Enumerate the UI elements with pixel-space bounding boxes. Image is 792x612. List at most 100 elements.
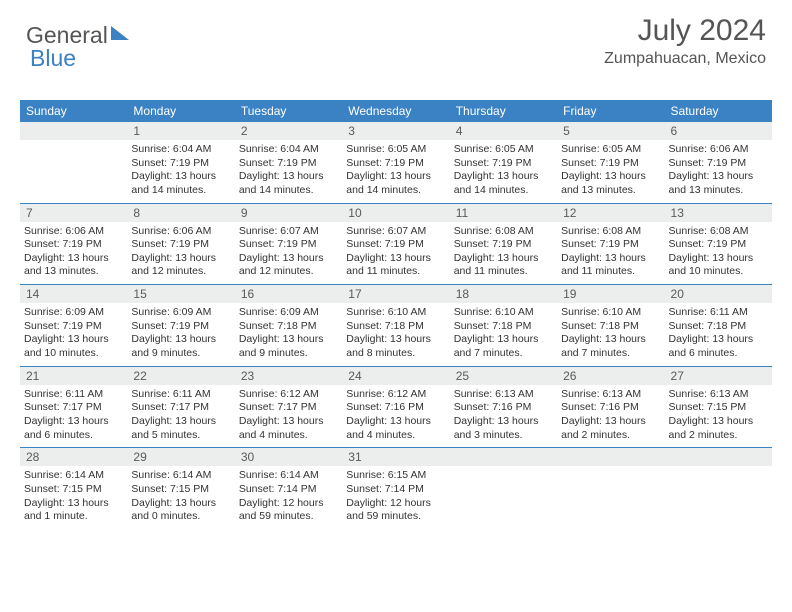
weekday-header: Tuesday [235, 100, 342, 122]
day-body: Sunrise: 6:04 AMSunset: 7:19 PMDaylight:… [235, 140, 342, 203]
daylight-line: Daylight: 13 hours and 4 minutes. [346, 415, 445, 442]
day-number: 30 [235, 448, 342, 466]
daylight-line: Daylight: 13 hours and 6 minutes. [669, 333, 768, 360]
day-body: Sunrise: 6:08 AMSunset: 7:19 PMDaylight:… [665, 222, 772, 285]
sunset-line: Sunset: 7:18 PM [346, 320, 445, 334]
day-number: 31 [342, 448, 449, 466]
sunrise-line: Sunrise: 6:05 AM [454, 143, 553, 157]
day-number-empty [20, 122, 127, 140]
day-body: Sunrise: 6:10 AMSunset: 7:18 PMDaylight:… [342, 303, 449, 366]
sunrise-line: Sunrise: 6:05 AM [561, 143, 660, 157]
day-body: Sunrise: 6:07 AMSunset: 7:19 PMDaylight:… [342, 222, 449, 285]
sunrise-line: Sunrise: 6:05 AM [346, 143, 445, 157]
day-body: Sunrise: 6:05 AMSunset: 7:19 PMDaylight:… [557, 140, 664, 203]
sunset-line: Sunset: 7:18 PM [454, 320, 553, 334]
sunset-line: Sunset: 7:19 PM [24, 320, 123, 334]
sunrise-line: Sunrise: 6:11 AM [131, 388, 230, 402]
day-body: Sunrise: 6:06 AMSunset: 7:19 PMDaylight:… [20, 222, 127, 285]
sunset-line: Sunset: 7:17 PM [131, 401, 230, 415]
day-number: 11 [450, 204, 557, 222]
day-number: 18 [450, 285, 557, 303]
day-cell [450, 448, 557, 529]
location-name: Zumpahuacan, Mexico [604, 50, 766, 68]
week-row: 7Sunrise: 6:06 AMSunset: 7:19 PMDaylight… [20, 204, 772, 286]
sunrise-line: Sunrise: 6:04 AM [131, 143, 230, 157]
sunset-line: Sunset: 7:15 PM [669, 401, 768, 415]
day-cell: 13Sunrise: 6:08 AMSunset: 7:19 PMDayligh… [665, 204, 772, 285]
sunset-line: Sunset: 7:18 PM [561, 320, 660, 334]
daylight-line: Daylight: 13 hours and 8 minutes. [346, 333, 445, 360]
day-number-empty [450, 448, 557, 466]
day-body: Sunrise: 6:07 AMSunset: 7:19 PMDaylight:… [235, 222, 342, 285]
day-cell: 20Sunrise: 6:11 AMSunset: 7:18 PMDayligh… [665, 285, 772, 366]
weekday-header: Saturday [665, 100, 772, 122]
day-number: 5 [557, 122, 664, 140]
sunrise-line: Sunrise: 6:06 AM [131, 225, 230, 239]
sunrise-line: Sunrise: 6:09 AM [131, 306, 230, 320]
day-cell [557, 448, 664, 529]
sunset-line: Sunset: 7:19 PM [669, 157, 768, 171]
daylight-line: Daylight: 13 hours and 11 minutes. [346, 252, 445, 279]
weekday-header: Monday [127, 100, 234, 122]
day-cell: 29Sunrise: 6:14 AMSunset: 7:15 PMDayligh… [127, 448, 234, 529]
sunset-line: Sunset: 7:19 PM [131, 238, 230, 252]
daylight-line: Daylight: 13 hours and 1 minute. [24, 497, 123, 524]
day-body: Sunrise: 6:04 AMSunset: 7:19 PMDaylight:… [127, 140, 234, 203]
sunset-line: Sunset: 7:14 PM [346, 483, 445, 497]
sunset-line: Sunset: 7:19 PM [346, 157, 445, 171]
weekday-header: Thursday [450, 100, 557, 122]
sunset-line: Sunset: 7:18 PM [239, 320, 338, 334]
sunset-line: Sunset: 7:16 PM [346, 401, 445, 415]
sunrise-line: Sunrise: 6:07 AM [239, 225, 338, 239]
day-cell [665, 448, 772, 529]
day-cell: 19Sunrise: 6:10 AMSunset: 7:18 PMDayligh… [557, 285, 664, 366]
day-cell: 8 Sunrise: 6:06 AMSunset: 7:19 PMDaylight… [127, 204, 234, 285]
day-number: 8 [127, 204, 234, 222]
daylight-line: Daylight: 13 hours and 5 minutes. [131, 415, 230, 442]
daylight-line: Daylight: 13 hours and 0 minutes. [131, 497, 230, 524]
day-body: Sunrise: 6:05 AMSunset: 7:19 PMDaylight:… [342, 140, 449, 203]
day-cell: 10Sunrise: 6:07 AMSunset: 7:19 PMDayligh… [342, 204, 449, 285]
day-number: 3 [342, 122, 449, 140]
day-body: Sunrise: 6:13 AMSunset: 7:15 PMDaylight:… [665, 385, 772, 448]
sunset-line: Sunset: 7:19 PM [669, 238, 768, 252]
weekday-header-row: SundayMondayTuesdayWednesdayThursdayFrid… [20, 100, 772, 122]
day-cell: 9Sunrise: 6:07 AMSunset: 7:19 PMDaylight… [235, 204, 342, 285]
day-number: 16 [235, 285, 342, 303]
sunrise-line: Sunrise: 6:08 AM [669, 225, 768, 239]
day-cell: 6Sunrise: 6:06 AMSunset: 7:19 PMDaylight… [665, 122, 772, 203]
daylight-line: Daylight: 13 hours and 14 minutes. [131, 170, 230, 197]
daylight-line: Daylight: 13 hours and 11 minutes. [454, 252, 553, 279]
day-number: 7 [20, 204, 127, 222]
day-number: 27 [665, 367, 772, 385]
day-body: Sunrise: 6:10 AMSunset: 7:18 PMDaylight:… [450, 303, 557, 366]
day-body-empty [557, 466, 664, 521]
day-body: Sunrise: 6:06 AMSunset: 7:19 PMDaylight:… [665, 140, 772, 203]
sunset-line: Sunset: 7:19 PM [561, 238, 660, 252]
day-number: 20 [665, 285, 772, 303]
day-body: Sunrise: 6:14 AMSunset: 7:15 PMDaylight:… [127, 466, 234, 529]
sunrise-line: Sunrise: 6:10 AM [346, 306, 445, 320]
sunrise-line: Sunrise: 6:14 AM [239, 469, 338, 483]
day-number: 19 [557, 285, 664, 303]
day-body: Sunrise: 6:10 AMSunset: 7:18 PMDaylight:… [557, 303, 664, 366]
day-cell: 5Sunrise: 6:05 AMSunset: 7:19 PMDaylight… [557, 122, 664, 203]
daylight-line: Daylight: 13 hours and 12 minutes. [131, 252, 230, 279]
day-number: 25 [450, 367, 557, 385]
day-body: Sunrise: 6:12 AMSunset: 7:16 PMDaylight:… [342, 385, 449, 448]
day-number: 10 [342, 204, 449, 222]
day-number: 26 [557, 367, 664, 385]
day-cell: 3Sunrise: 6:05 AMSunset: 7:19 PMDaylight… [342, 122, 449, 203]
day-cell: 24Sunrise: 6:12 AMSunset: 7:16 PMDayligh… [342, 367, 449, 448]
weekday-header: Friday [557, 100, 664, 122]
sunset-line: Sunset: 7:19 PM [561, 157, 660, 171]
day-body-empty [450, 466, 557, 521]
day-cell: 22 Sunrise: 6:11 AMSunset: 7:17 PMDayligh… [127, 367, 234, 448]
sunset-line: Sunset: 7:19 PM [131, 157, 230, 171]
day-cell: 2Sunrise: 6:04 AMSunset: 7:19 PMDaylight… [235, 122, 342, 203]
day-number: 6 [665, 122, 772, 140]
day-number: 22 [127, 367, 234, 385]
day-body: Sunrise: 6:14 AMSunset: 7:15 PMDaylight:… [20, 466, 127, 529]
sunrise-line: Sunrise: 6:07 AM [346, 225, 445, 239]
day-cell: 21Sunrise: 6:11 AMSunset: 7:17 PMDayligh… [20, 367, 127, 448]
